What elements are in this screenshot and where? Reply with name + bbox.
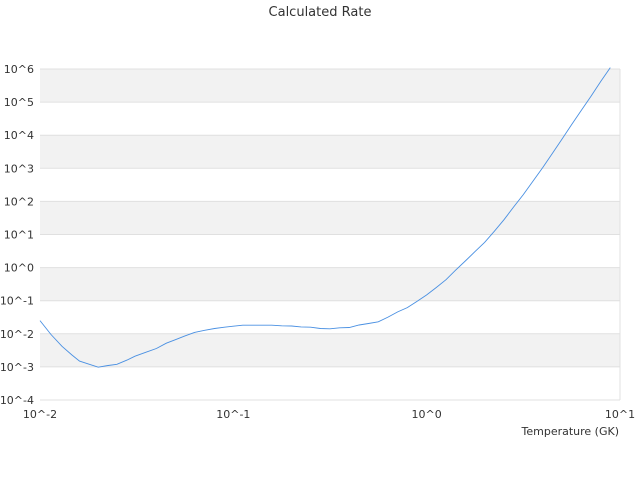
series-layer xyxy=(39,67,611,368)
grid-lines xyxy=(40,68,621,401)
y-tick-label: 10^0 xyxy=(4,262,34,275)
y-tick-label: 10^4 xyxy=(4,129,34,142)
grid-band xyxy=(40,234,620,268)
x-tick-label: 10^0 xyxy=(412,408,442,421)
x-tick-label: 10^-2 xyxy=(23,408,57,421)
grid-band xyxy=(40,102,620,136)
grid-bands xyxy=(40,69,620,400)
series-line xyxy=(39,67,611,368)
x-axis-ticks: 10^-2 10^-1 10^0 10^1 xyxy=(23,408,635,421)
grid-band xyxy=(40,168,620,202)
y-axis-ticks: 10^-4 10^-3 10^-2 10^-1 10^0 10^1 10^2 10^3 10^4… xyxy=(0,63,34,407)
y-tick-label: 10^1 xyxy=(4,229,34,242)
y-tick-label: 10^3 xyxy=(4,162,34,175)
x-tick-label: 10^-1 xyxy=(216,408,250,421)
y-tick-label: 10^-3 xyxy=(0,361,34,374)
grid-band xyxy=(40,366,620,400)
x-tick-label: 10^1 xyxy=(605,408,635,421)
grid-band xyxy=(40,300,620,334)
y-tick-label: 10^-2 xyxy=(0,328,34,341)
grid-band xyxy=(40,201,620,235)
y-tick-label: 10^5 xyxy=(4,96,34,109)
y-tick-label: 10^2 xyxy=(4,195,34,208)
grid-band xyxy=(40,69,620,103)
grid-band xyxy=(40,267,620,301)
grid-band xyxy=(40,135,620,169)
x-axis-label: Temperature (GK) xyxy=(521,425,620,438)
chart-title: Calculated Rate xyxy=(269,5,372,20)
y-tick-label: 10^6 xyxy=(4,63,34,76)
grid-band xyxy=(40,333,620,367)
y-tick-label: 10^-1 xyxy=(0,295,34,308)
y-tick-label: 10^-4 xyxy=(0,394,34,407)
